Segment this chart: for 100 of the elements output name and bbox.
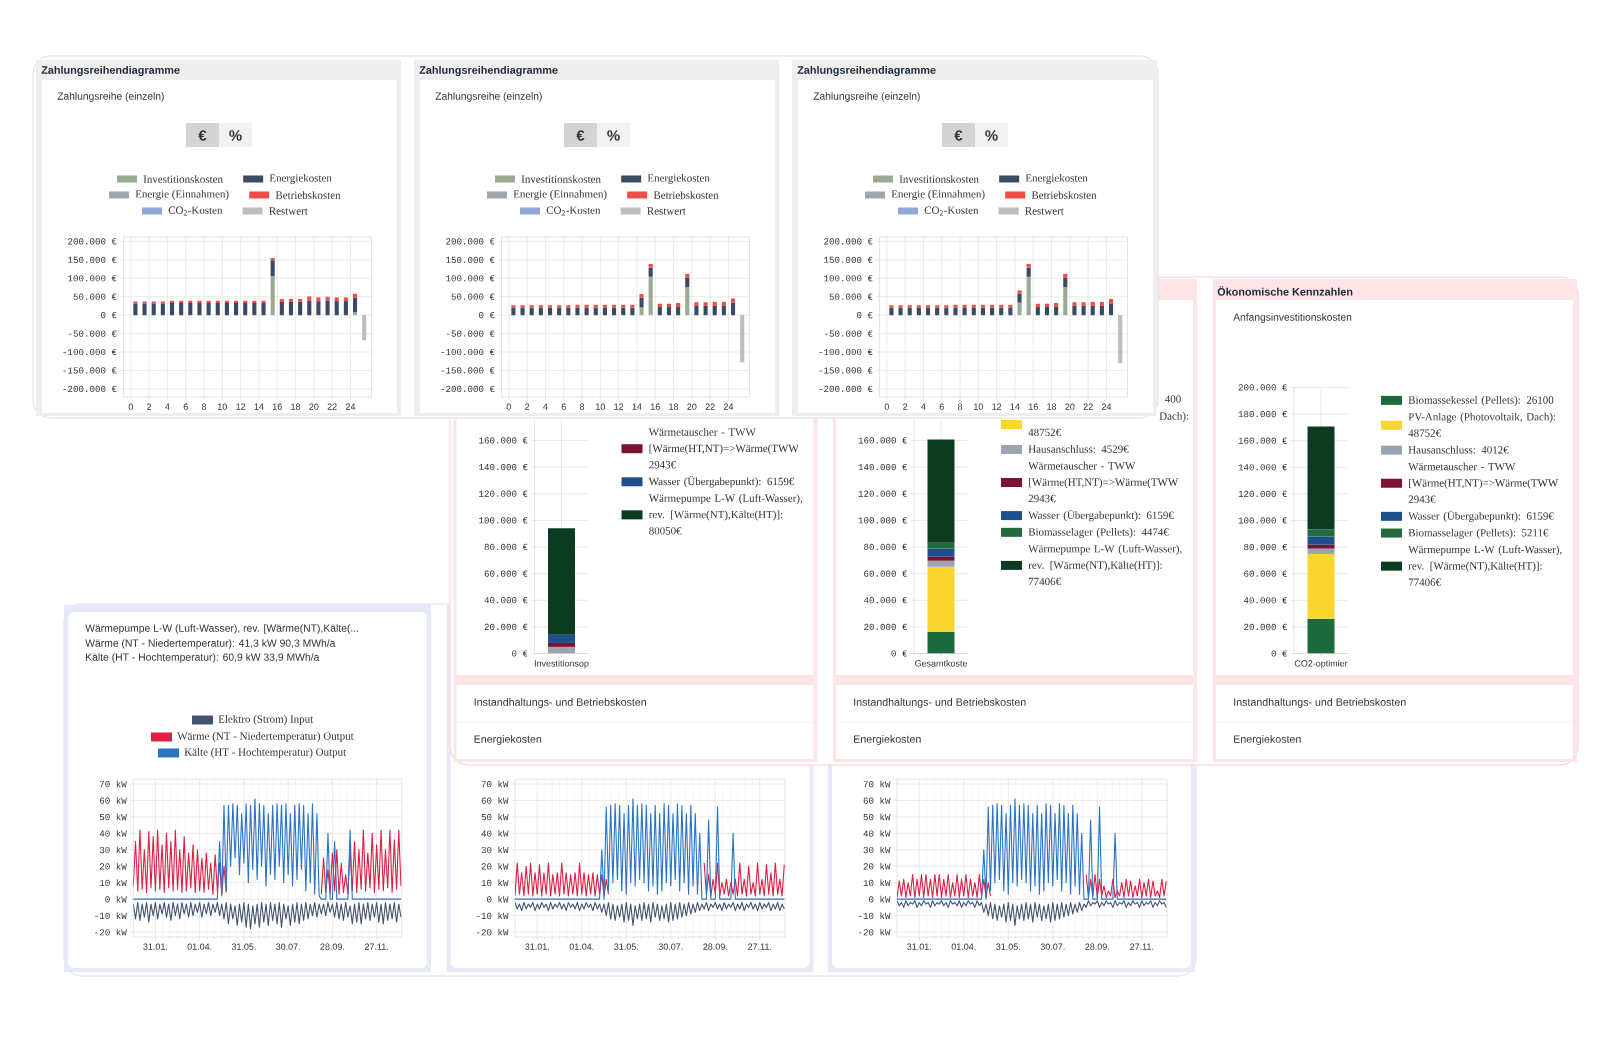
bar [712,301,717,306]
bar [648,276,653,316]
x-tick-label: 20 [1065,403,1075,410]
legend-label: Energie (Einnahmen) [891,190,985,200]
bar [953,304,958,308]
legend-label: Wasser (Übergabepunkt): 6159€ [648,476,795,488]
y-tick-label: -200.000 € [63,385,117,392]
x-tick-label: 22 [705,403,715,410]
bar [935,305,940,308]
chart-subtitle: Zahlungsreihe (einzeln) [435,92,542,102]
y-tick-label: -150.000 € [441,367,495,374]
bar [1307,618,1335,654]
bar [721,305,726,316]
bar [1118,315,1123,364]
bar [944,307,949,316]
text: 400 [1165,395,1181,403]
bar [288,301,294,316]
bar [160,303,165,316]
x-tick-label: 2 [903,403,908,410]
bar [557,307,562,316]
text: € [198,130,207,141]
bar [243,302,248,316]
bar [1072,302,1077,306]
bar [648,267,653,277]
y-tick-label: 160.000 € [1238,437,1288,444]
bar [657,307,662,316]
y-tick-label: 200.000 € [446,238,495,245]
x-tick-label: 24 [345,403,356,410]
y-tick-label: 80.000 € [484,543,528,551]
bar [520,305,525,308]
x-tick-label: 27.11. [364,943,388,950]
bar [602,304,607,308]
y-tick-label: 150.000 € [446,256,495,263]
x-tick-label: 01.04. [951,943,976,950]
x-tick-label: 18 [291,403,301,410]
x-tick-label: 20 [687,403,697,410]
chart-subtitle: Anfangsinvestitionskosten [1233,313,1352,323]
bar [1008,304,1013,308]
bar [529,305,534,308]
bar [234,302,239,316]
x-tick-label: 14 [1010,403,1020,410]
y-tick-label: 30 kW [863,846,891,854]
bar [1044,307,1050,316]
bar [593,304,598,308]
bar [142,303,147,316]
bar [197,302,202,316]
bar [215,302,220,316]
x-tick-label: 14 [254,403,264,410]
y-tick-label: 20 kW [99,862,127,870]
x-tick-label: 4 [921,403,926,410]
legend-label: Elektro (Strom) Input [218,715,314,725]
legend-label: Betriebskosten [653,191,719,199]
text: Energiekosten [1234,735,1301,745]
y-tick-label: 40.000 € [863,597,908,604]
bar [925,305,931,308]
x-tick-label: 28.09. [320,943,345,950]
bar [962,304,967,308]
bar [999,307,1004,316]
legend-label: Energiekosten [647,174,710,184]
bar [279,301,284,316]
y-tick-label: -20 kW [95,928,127,936]
bar [1026,276,1031,316]
y-tick-label: 60 kW [863,797,891,804]
y-tick-label: 70 kW [99,780,127,788]
y-tick-label: 60 kW [99,797,127,804]
legend-label: Wärmetauscher - TWW [Wärme(HT,NT)=>Wärme(TWW 2943€ [648,428,799,469]
bar [740,315,745,363]
x-tick-label: 31.01. [907,943,931,950]
bar [334,297,339,302]
bar [1017,302,1022,316]
x-tick-label: 24 [723,403,734,410]
x-tick-label: 6 [183,403,188,410]
x-tick-label: 10 [596,403,605,410]
bar [298,301,303,316]
chart-title: Zahlungsreihendiagramme [419,65,558,77]
bar [1081,305,1086,316]
y-tick-label: 50 kW [99,813,127,821]
x-tick-label: 0 [128,403,133,410]
bar [307,300,312,316]
bar [325,300,330,316]
x-tick-label: 6 [561,403,566,410]
bar [1307,426,1335,530]
y-tick-label: 180.000 € [1238,410,1288,418]
legend-label: Investitionskosten [521,175,601,183]
legend-label: Energie (Einnahmen) [135,190,229,200]
y-tick-label: -50.000 € [68,330,117,337]
bar [666,307,672,316]
bar [206,302,211,316]
x-tick-label: 27.11. [748,943,772,950]
x-tick-label: 31.01. [143,943,168,950]
bar [1307,536,1335,545]
y-tick-label: 120.000 € [858,490,908,497]
bar [538,305,543,308]
y-tick-label: 160.000 € [858,437,908,444]
y-tick-label: 0 € [101,312,117,319]
bar [927,560,955,567]
legend-label: CO$_{2}$-Kosten [546,206,601,216]
bar [538,307,543,316]
bar [898,307,903,316]
bar [1081,302,1086,306]
